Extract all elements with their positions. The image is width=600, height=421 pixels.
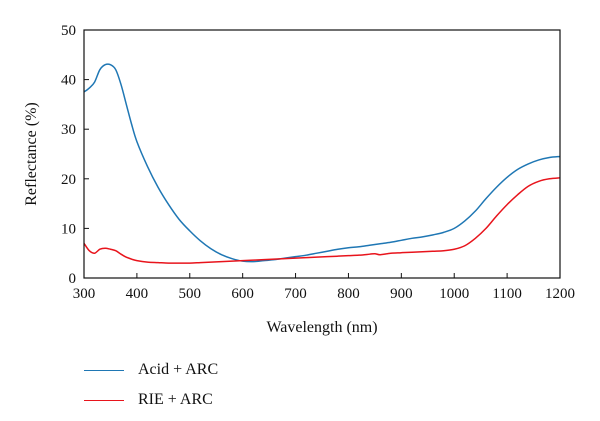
x-axis-label: Wavelength (nm) [266,319,377,336]
y-axis: 0 10 20 30 40 50 [61,23,89,287]
y-axis-label: Reflectance (%) [23,102,40,205]
legend-item-acid-arc: Acid + ARC [84,355,218,385]
y-tick-label: 20 [61,172,76,188]
x-tick-label: 900 [390,286,413,302]
y-tick-label: 30 [61,122,76,138]
x-tick-label: 500 [179,286,202,302]
x-tick-label: 600 [231,286,254,302]
x-tick-label: 800 [337,286,360,302]
x-tick-label: 1100 [492,286,521,302]
legend-swatch-acid-arc [84,369,124,371]
x-axis: 300 400 500 600 700 800 900 1000 1100 1200 [73,273,575,302]
x-tick-label: 1200 [545,286,575,302]
y-tick-label: 40 [61,73,76,89]
legend-swatch-rie-arc [84,399,124,401]
legend-label-rie-arc: RIE + ARC [138,391,213,408]
x-tick-label: 700 [284,286,307,302]
series-line-acid-arc [83,63,561,263]
y-tick-label: 0 [69,271,77,287]
y-tick-label: 50 [61,23,76,39]
series-line-rie-arc [83,177,561,264]
legend-item-rie-arc: RIE + ARC [84,385,218,415]
plot-area-frame [83,29,561,279]
series-layer [83,63,561,264]
x-tick-label: 400 [126,286,149,302]
y-tick-label: 10 [61,221,76,237]
legend-label-acid-arc: Acid + ARC [138,361,219,378]
x-tick-label: 1000 [439,286,469,302]
legend: Acid + ARC RIE + ARC [84,355,218,415]
x-tick-label: 300 [73,286,96,302]
